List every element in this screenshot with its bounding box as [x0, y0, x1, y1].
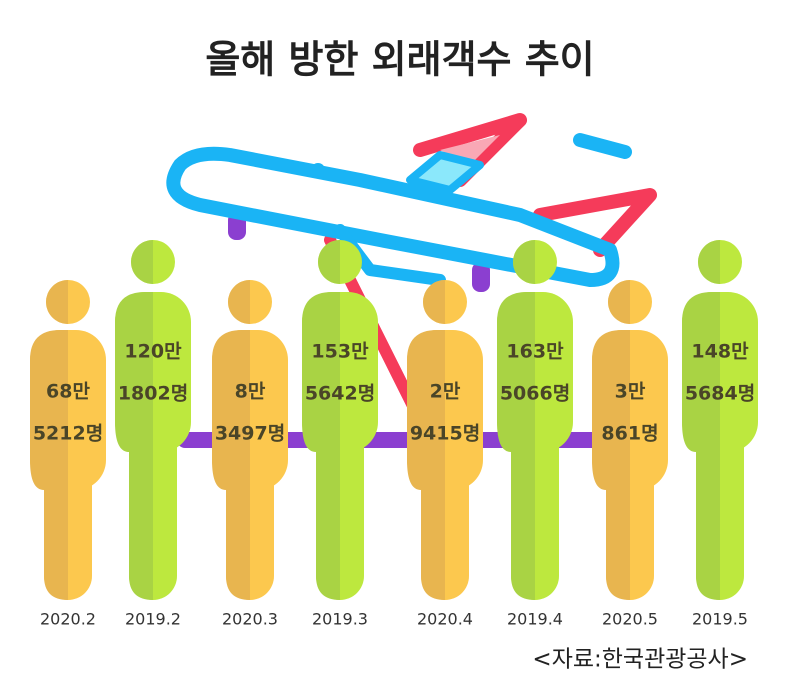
period-label: 2019.2: [125, 610, 181, 629]
figure-part: [131, 240, 153, 284]
source: <자료:한국관광공사>: [532, 647, 748, 673]
figure-label: 153만: [311, 341, 369, 363]
figure-part: [46, 280, 68, 324]
figure-label: 861명: [601, 423, 658, 445]
figure-label: 5066명: [500, 383, 570, 405]
figure-label: 2만: [430, 381, 461, 403]
figure-part: [682, 292, 720, 600]
figure-label: 1802명: [118, 383, 188, 405]
person-figure: [592, 280, 668, 600]
person-figure: [497, 240, 573, 600]
figure-part: [407, 330, 445, 600]
period-label: 2020.4: [417, 610, 473, 629]
figure-part: [115, 292, 153, 600]
figure-label: 5642명: [305, 383, 375, 405]
figure-label: 3497명: [215, 423, 285, 445]
period-label: 2019.3: [312, 610, 368, 629]
figure-part: [608, 280, 630, 324]
figure-label: 9415명: [410, 423, 480, 445]
figure-part: [423, 280, 445, 324]
figure-part: [497, 292, 535, 600]
figure-label: 5684명: [685, 383, 755, 405]
person-figure: [682, 240, 758, 600]
figure-label: 120만: [124, 341, 182, 363]
figure-part: [318, 240, 340, 284]
figure-label: 8만: [235, 381, 266, 403]
figure-part: [30, 330, 68, 600]
figure-label: 5212명: [33, 423, 103, 445]
period-label: 2020.3: [222, 610, 278, 629]
figure-part: [698, 240, 720, 284]
period-label: 2020.5: [602, 610, 658, 629]
person-figure: [115, 240, 191, 600]
person-figure: [30, 280, 106, 600]
figure-label: 3만: [615, 381, 646, 403]
person-figure: [407, 280, 483, 600]
period-label: 2019.5: [692, 610, 748, 629]
figure-label: 68만: [46, 381, 90, 403]
figure-part: [228, 280, 250, 324]
figure-part: [592, 330, 630, 600]
title: 올해 방한 외래객수 추이: [205, 38, 594, 82]
period-label: 2020.2: [40, 610, 96, 629]
figure-part: [212, 330, 250, 600]
period-label: 2019.4: [507, 610, 563, 629]
figure-label: 148만: [691, 341, 749, 363]
person-figure: [212, 280, 288, 600]
figure-part: [513, 240, 535, 284]
person-figure: [302, 240, 378, 600]
figure-label: 163만: [506, 341, 564, 363]
figure-part: [302, 292, 340, 600]
